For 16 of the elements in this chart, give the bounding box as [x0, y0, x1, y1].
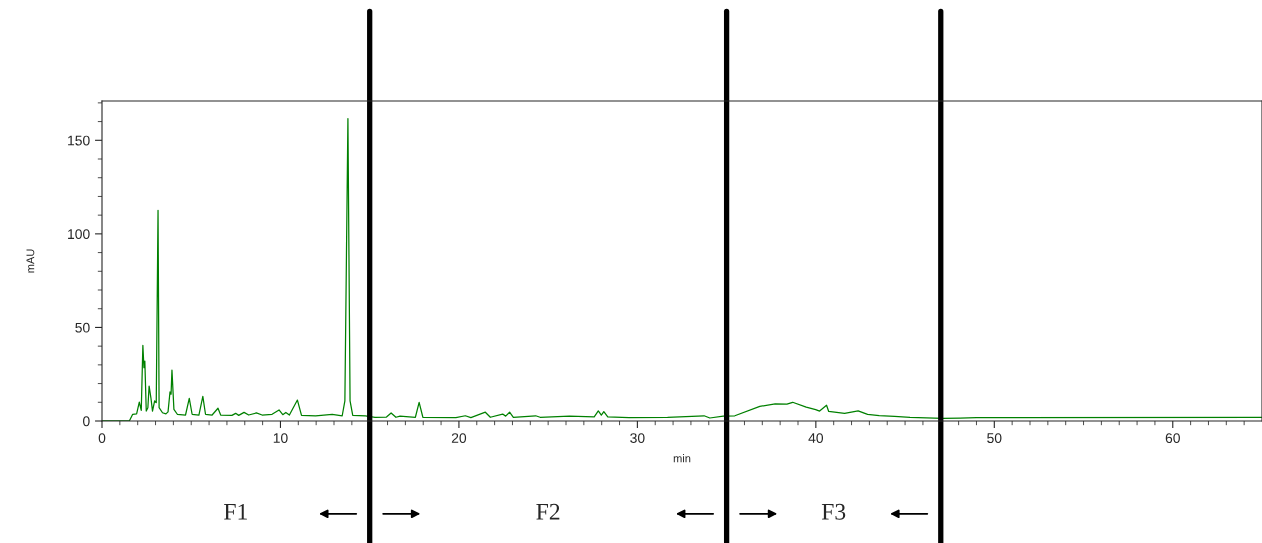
y-tick-label: 100: [68, 229, 90, 240]
x-tick-label: 50: [987, 433, 1002, 444]
y-tick-label: 150: [68, 135, 90, 146]
text: F2: [536, 503, 560, 520]
x-tick-label: 60: [1165, 433, 1180, 444]
y-tick-label: 50: [75, 322, 90, 333]
x-tick-label: 40: [808, 433, 824, 444]
y-tick-label: 0: [83, 416, 90, 427]
x-tick-label: 20: [451, 433, 467, 444]
y-axis-title: mAU: [26, 249, 35, 273]
text: F3: [821, 503, 846, 520]
x-tick-label: 10: [273, 433, 288, 444]
x-tick-label: 30: [630, 433, 645, 444]
x-tick-label: 0: [98, 433, 106, 444]
text: F1: [224, 503, 247, 520]
x-axis-title: min: [673, 454, 691, 463]
